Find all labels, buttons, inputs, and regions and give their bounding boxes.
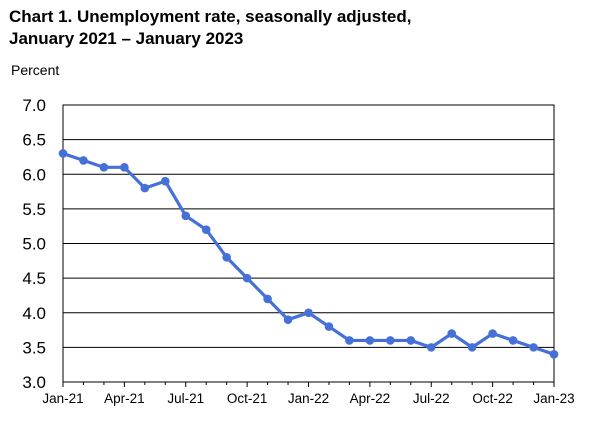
x-tick-label: Jul-21 [167, 391, 204, 406]
chart-title: Chart 1. Unemployment rate, seasonally a… [9, 6, 579, 50]
x-tick-label: Oct-21 [227, 391, 268, 406]
x-tick-label: Apr-21 [104, 391, 145, 406]
data-point [201, 225, 211, 234]
x-tick-label: Jul-22 [413, 391, 450, 406]
y-tick-label: 7.0 [22, 96, 46, 115]
data-point [160, 176, 170, 186]
x-tick-label: Jan-22 [288, 391, 329, 406]
x-tick-label: Oct-22 [472, 391, 513, 406]
data-point [304, 308, 313, 318]
data-point [467, 343, 477, 352]
data-point [99, 163, 109, 172]
data-point [120, 163, 129, 172]
series-line [62, 151, 555, 356]
data-point [365, 336, 375, 345]
data-point [79, 156, 88, 165]
data-point [386, 336, 395, 345]
x-tick-label: Jan-21 [42, 391, 83, 406]
data-point [529, 343, 538, 352]
data-point [324, 322, 334, 331]
data-point [242, 273, 252, 283]
y-tick-label: 5.5 [22, 200, 46, 219]
data-point [447, 329, 457, 338]
x-tick-label: Apr-22 [350, 391, 391, 406]
data-point [283, 315, 293, 324]
y-tick-label: 6.5 [22, 131, 46, 150]
data-point [426, 343, 436, 352]
chart-title-line2: January 2021 – January 2023 [9, 29, 244, 48]
data-point [181, 211, 191, 221]
y-tick-label: 3.5 [22, 338, 46, 357]
y-tick-label: 4.0 [22, 304, 46, 323]
y-axis-label: Percent [11, 62, 60, 78]
chart-title-line1: Chart 1. Unemployment rate, seasonally a… [9, 7, 412, 26]
data-point [488, 329, 497, 338]
data-point [508, 336, 518, 345]
data-point [58, 149, 68, 158]
y-tick-label: 5.0 [22, 235, 46, 254]
data-point [222, 253, 231, 262]
data-point [406, 336, 416, 345]
y-tick-label: 4.5 [22, 269, 46, 288]
data-point [345, 336, 354, 345]
data-point [140, 183, 150, 193]
x-tick-label: Jan-23 [533, 391, 574, 406]
y-tick-label: 3.0 [22, 373, 46, 392]
data-point [263, 294, 272, 304]
data-point [549, 350, 559, 359]
y-tick-label: 6.0 [22, 165, 46, 184]
